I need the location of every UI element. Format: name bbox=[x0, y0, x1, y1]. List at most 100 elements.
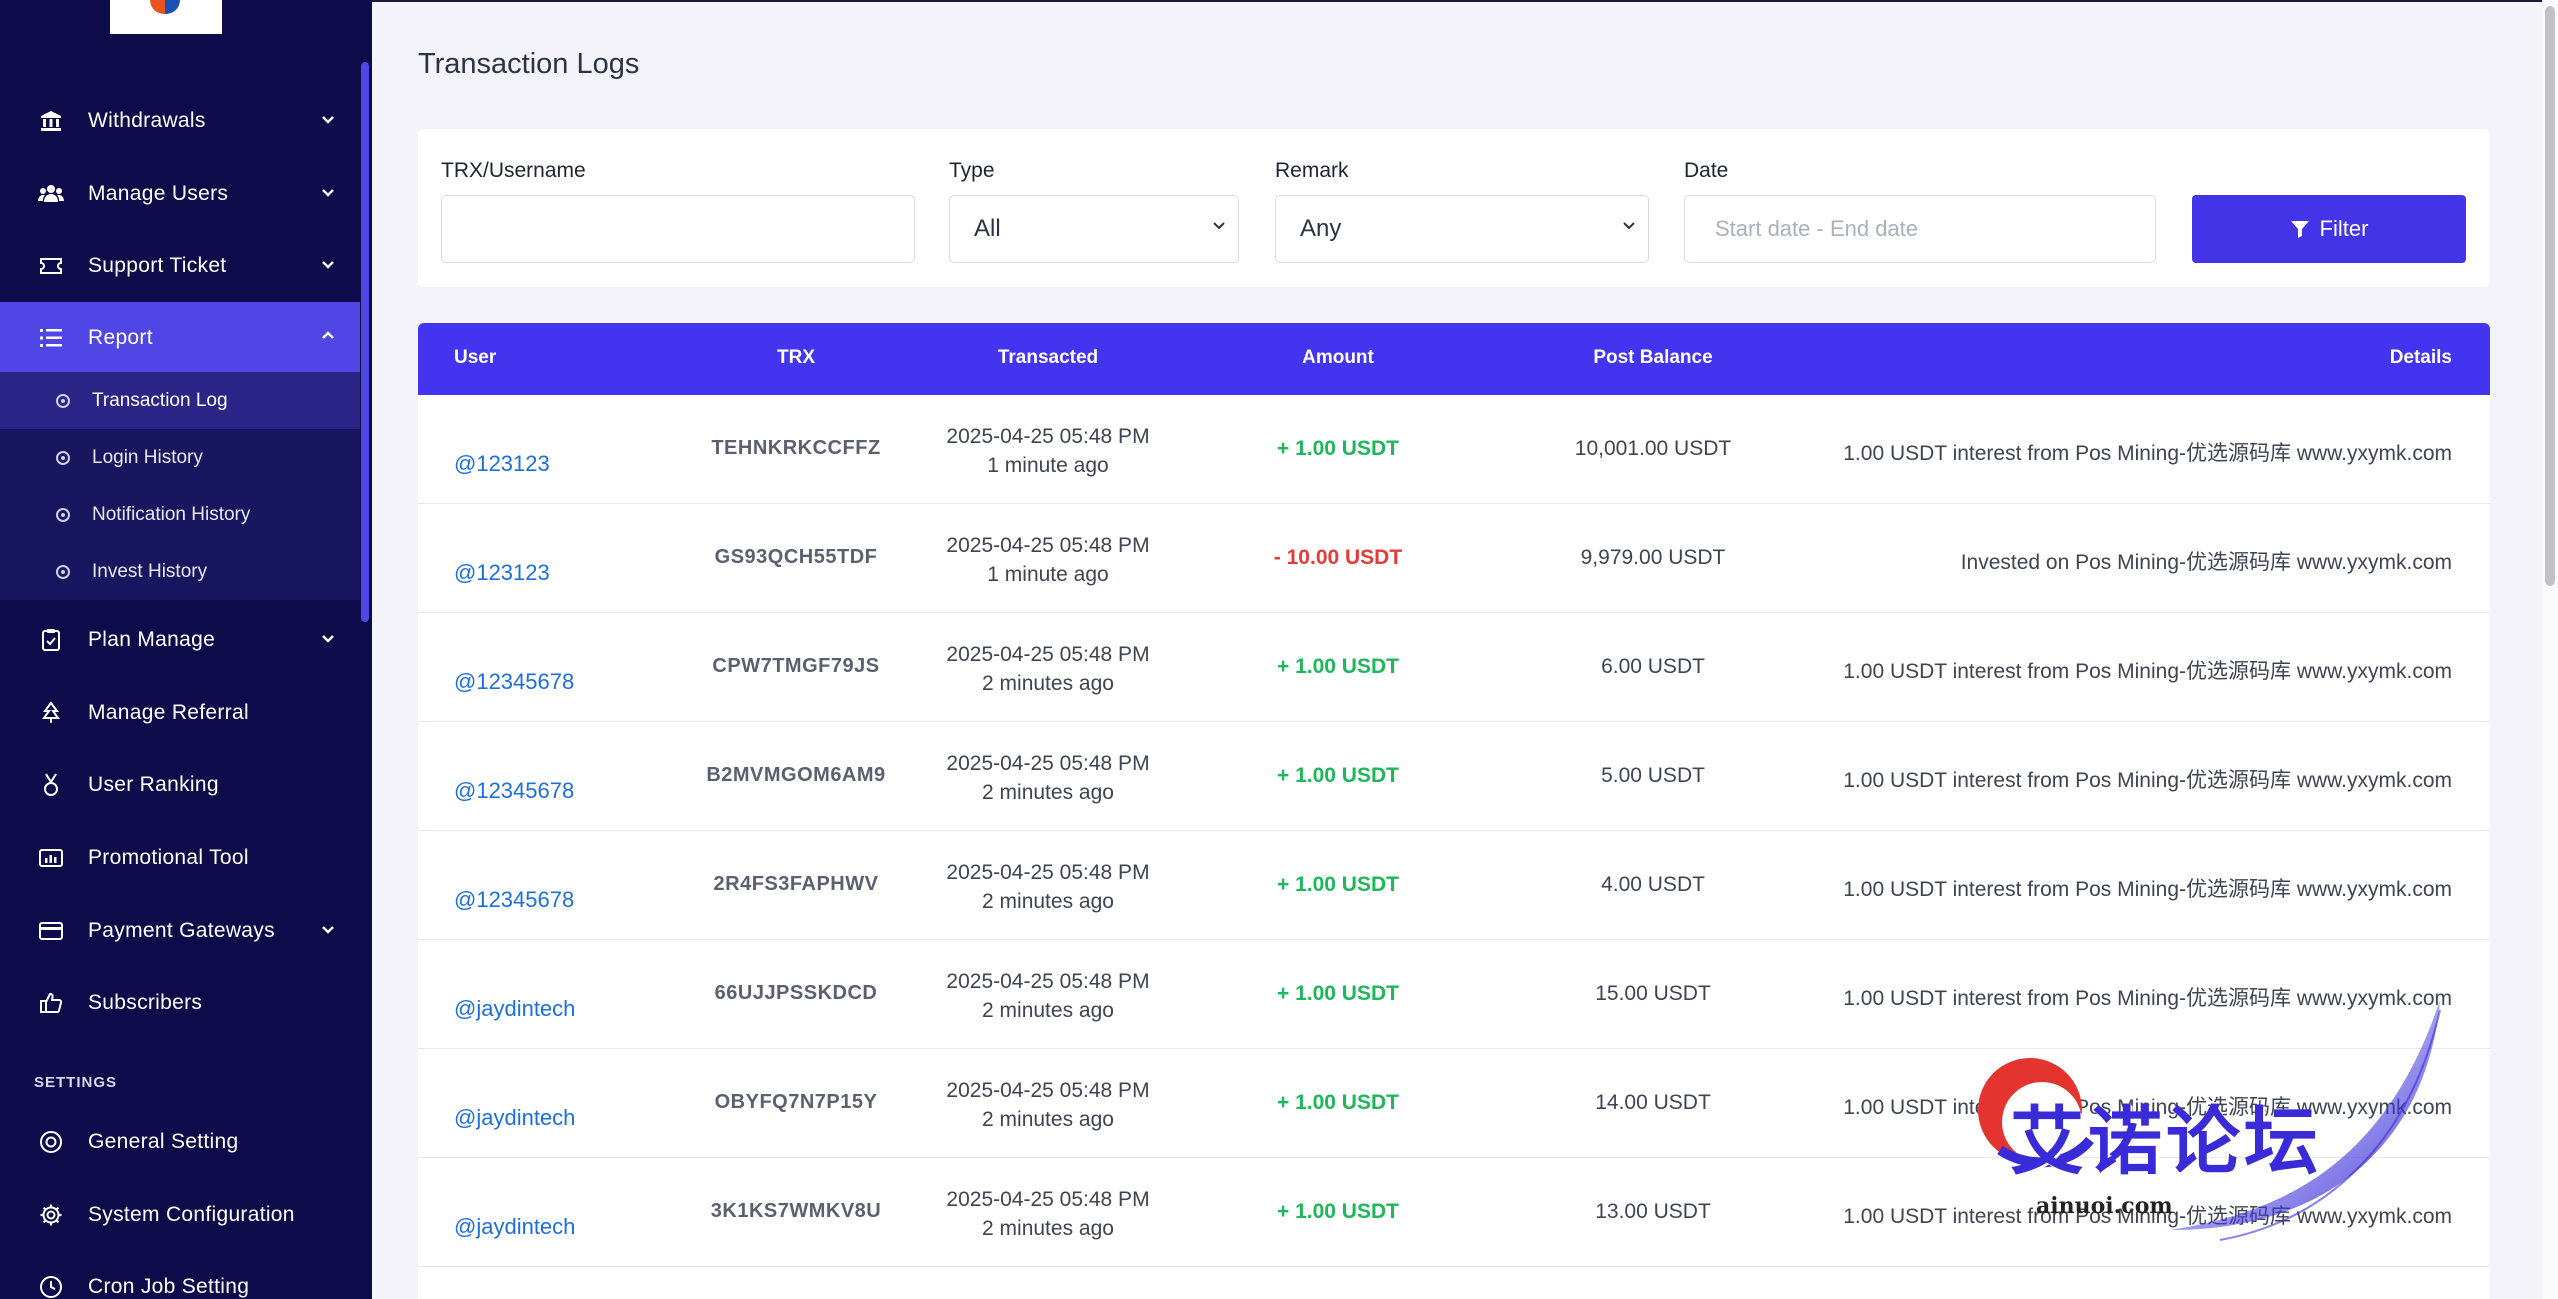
post-balance: 6.00 USDT bbox=[1601, 655, 1705, 678]
trx-username-input[interactable] bbox=[441, 195, 915, 263]
sidebar-item-user-ranking[interactable]: User Ranking bbox=[0, 749, 360, 821]
details: Invested on Pos Mining-优选源码库 www.yxymk.c… bbox=[1960, 551, 2452, 574]
sidebar-item-report[interactable]: Report bbox=[0, 302, 360, 374]
transacted-ago: 1 minute ago bbox=[987, 563, 1109, 586]
life-ring-icon bbox=[38, 1129, 64, 1155]
sidebar-item-label: System Configuration bbox=[88, 1203, 295, 1226]
gear-icon bbox=[38, 1202, 64, 1228]
sidebar-item-system-configuration[interactable]: System Configuration bbox=[0, 1179, 360, 1251]
amount: + 1.00 USDT bbox=[1277, 655, 1399, 678]
sidebar-item-cron-job-setting[interactable]: Cron Job Setting bbox=[0, 1251, 360, 1299]
page-scrollbar[interactable] bbox=[2542, 0, 2558, 1299]
user-link[interactable]: @jaydintech bbox=[454, 1105, 576, 1130]
details: 1.00 USDT interest from Pos Mining-优选源码库… bbox=[1843, 660, 2452, 683]
remark-label: Remark bbox=[1275, 159, 1349, 182]
post-balance: 10,001.00 USDT bbox=[1574, 437, 1732, 460]
transacted-date: 2025-04-25 05:48 PM bbox=[946, 861, 1150, 884]
user-link[interactable]: @12345678 bbox=[454, 887, 575, 912]
trx-id: CPW7TMGF79JS bbox=[712, 655, 880, 677]
tree-icon bbox=[38, 700, 64, 726]
filter-button[interactable]: Filter bbox=[2192, 195, 2466, 263]
trx-id: 2R4FS3FAPHWV bbox=[713, 873, 879, 895]
amount: + 1.00 USDT bbox=[1277, 1200, 1399, 1223]
transacted-time: 2025-04-25 05:48 PM 2 minutes ago bbox=[883, 858, 1213, 916]
sidebar-item-promotional-tool[interactable]: Promotional Tool bbox=[0, 822, 360, 894]
users-icon bbox=[38, 181, 64, 207]
scrollbar-thumb[interactable] bbox=[2545, 6, 2555, 586]
transacted-ago: 2 minutes ago bbox=[982, 890, 1114, 913]
sidebar-item-manage-referral[interactable]: Manage Referral bbox=[0, 677, 360, 749]
type-select-value: All bbox=[974, 215, 1001, 242]
remark-select[interactable]: Any bbox=[1275, 195, 1649, 263]
circle-dot-icon bbox=[56, 450, 70, 465]
user-link[interactable]: @jaydintech bbox=[454, 1214, 576, 1239]
sidebar-item-label: Cron Job Setting bbox=[88, 1275, 250, 1298]
submenu-item-label: Invest History bbox=[92, 560, 208, 582]
sidebar: Withdrawals Manage Users Support Ticket … bbox=[0, 0, 372, 1299]
report-submenu: Transaction Log Login History Notificati… bbox=[0, 372, 360, 600]
details: 1.00 USDT interest from Pos Mining-优选源码库… bbox=[1843, 878, 2452, 901]
logo[interactable] bbox=[110, 0, 222, 34]
submenu-item-invest-history[interactable]: Invest History bbox=[0, 543, 360, 600]
submenu-item-label: Transaction Log bbox=[92, 389, 228, 411]
type-label: Type bbox=[949, 159, 995, 182]
circle-dot-icon bbox=[56, 393, 70, 408]
submenu-item-login-history[interactable]: Login History bbox=[0, 429, 360, 486]
trx-id: TEHNKRKCCFFZ bbox=[711, 437, 881, 459]
filter-button-label: Filter bbox=[2319, 216, 2369, 241]
clipboard-icon bbox=[38, 627, 64, 653]
table-row: @jaydintech 3K1KS7WMKV8U 2025-04-25 05:4… bbox=[418, 1158, 2490, 1267]
sidebar-item-plan-manage[interactable]: Plan Manage bbox=[0, 604, 360, 676]
date-label: Date bbox=[1684, 159, 1729, 182]
user-link[interactable]: @12345678 bbox=[454, 778, 575, 803]
sidebar-item-withdrawals[interactable]: Withdrawals bbox=[0, 85, 360, 157]
sidebar-item-support-ticket[interactable]: Support Ticket bbox=[0, 230, 360, 302]
transacted-date: 2025-04-25 05:48 PM bbox=[946, 1188, 1150, 1211]
submenu-item-notification-history[interactable]: Notification History bbox=[0, 486, 360, 543]
date-range-input[interactable]: Start date - End date bbox=[1684, 195, 2156, 263]
post-balance: 14.00 USDT bbox=[1595, 1091, 1711, 1114]
trx-id: 3K1KS7WMKV8U bbox=[710, 1200, 882, 1222]
chevron-down-icon bbox=[318, 112, 338, 131]
trx-id: OBYFQ7N7P15Y bbox=[714, 1091, 878, 1113]
chevron-down-icon bbox=[318, 257, 338, 276]
amount: - 10.00 USDT bbox=[1273, 546, 1403, 569]
sidebar-item-general-setting[interactable]: General Setting bbox=[0, 1106, 360, 1178]
submenu-item-label: Notification History bbox=[92, 503, 251, 525]
sidebar-item-label: Support Ticket bbox=[88, 254, 227, 277]
table-row: @jaydintech 66UJJPSSKDCD 2025-04-25 05:4… bbox=[418, 940, 2490, 1049]
sidebar-item-label: Withdrawals bbox=[88, 109, 206, 132]
sidebar-item-subscribers[interactable]: Subscribers bbox=[0, 967, 360, 1039]
column-header-transacted: Transacted bbox=[997, 347, 1099, 368]
post-balance: 5.00 USDT bbox=[1601, 764, 1705, 787]
user-link[interactable]: @123123 bbox=[454, 560, 550, 585]
amount: + 1.00 USDT bbox=[1277, 764, 1399, 787]
post-balance: 13.00 USDT bbox=[1595, 1200, 1711, 1223]
user-link[interactable]: @123123 bbox=[454, 451, 550, 476]
sidebar-item-label: Manage Referral bbox=[88, 701, 249, 724]
table-row: @123123 TEHNKRKCCFFZ 2025-04-25 05:48 PM… bbox=[418, 395, 2490, 504]
sidebar-scrollbar[interactable] bbox=[361, 62, 369, 622]
user-link[interactable]: @12345678 bbox=[454, 669, 575, 694]
sidebar-item-label: Payment Gateways bbox=[88, 919, 275, 942]
transacted-time: 2025-04-25 05:48 PM 2 minutes ago bbox=[883, 1185, 1213, 1243]
type-select[interactable]: All bbox=[949, 195, 1239, 263]
table-row: @12345678 CPW7TMGF79JS 2025-04-25 05:48 … bbox=[418, 613, 2490, 722]
transacted-ago: 1 minute ago bbox=[987, 454, 1109, 477]
medal-icon bbox=[38, 772, 64, 798]
transacted-ago: 2 minutes ago bbox=[982, 1108, 1114, 1131]
table-row: @12345678 B2MVMGOM6AM9 2025-04-25 05:48 … bbox=[418, 722, 2490, 831]
transacted-ago: 2 minutes ago bbox=[982, 672, 1114, 695]
transacted-ago: 2 minutes ago bbox=[982, 999, 1114, 1022]
sidebar-item-payment-gateways[interactable]: Payment Gateways bbox=[0, 895, 360, 967]
user-link[interactable]: @jaydintech bbox=[454, 996, 576, 1021]
column-header-user: User bbox=[454, 347, 497, 368]
thumbs-up-icon bbox=[38, 990, 64, 1016]
transacted-date: 2025-04-25 05:48 PM bbox=[946, 752, 1150, 775]
sidebar-item-label: Plan Manage bbox=[88, 628, 216, 651]
sidebar-item-manage-users[interactable]: Manage Users bbox=[0, 158, 360, 230]
circle-dot-icon bbox=[56, 564, 70, 579]
amount: + 1.00 USDT bbox=[1277, 437, 1399, 460]
submenu-item-transaction-log[interactable]: Transaction Log bbox=[0, 372, 360, 429]
chevron-down-icon bbox=[1212, 216, 1226, 237]
